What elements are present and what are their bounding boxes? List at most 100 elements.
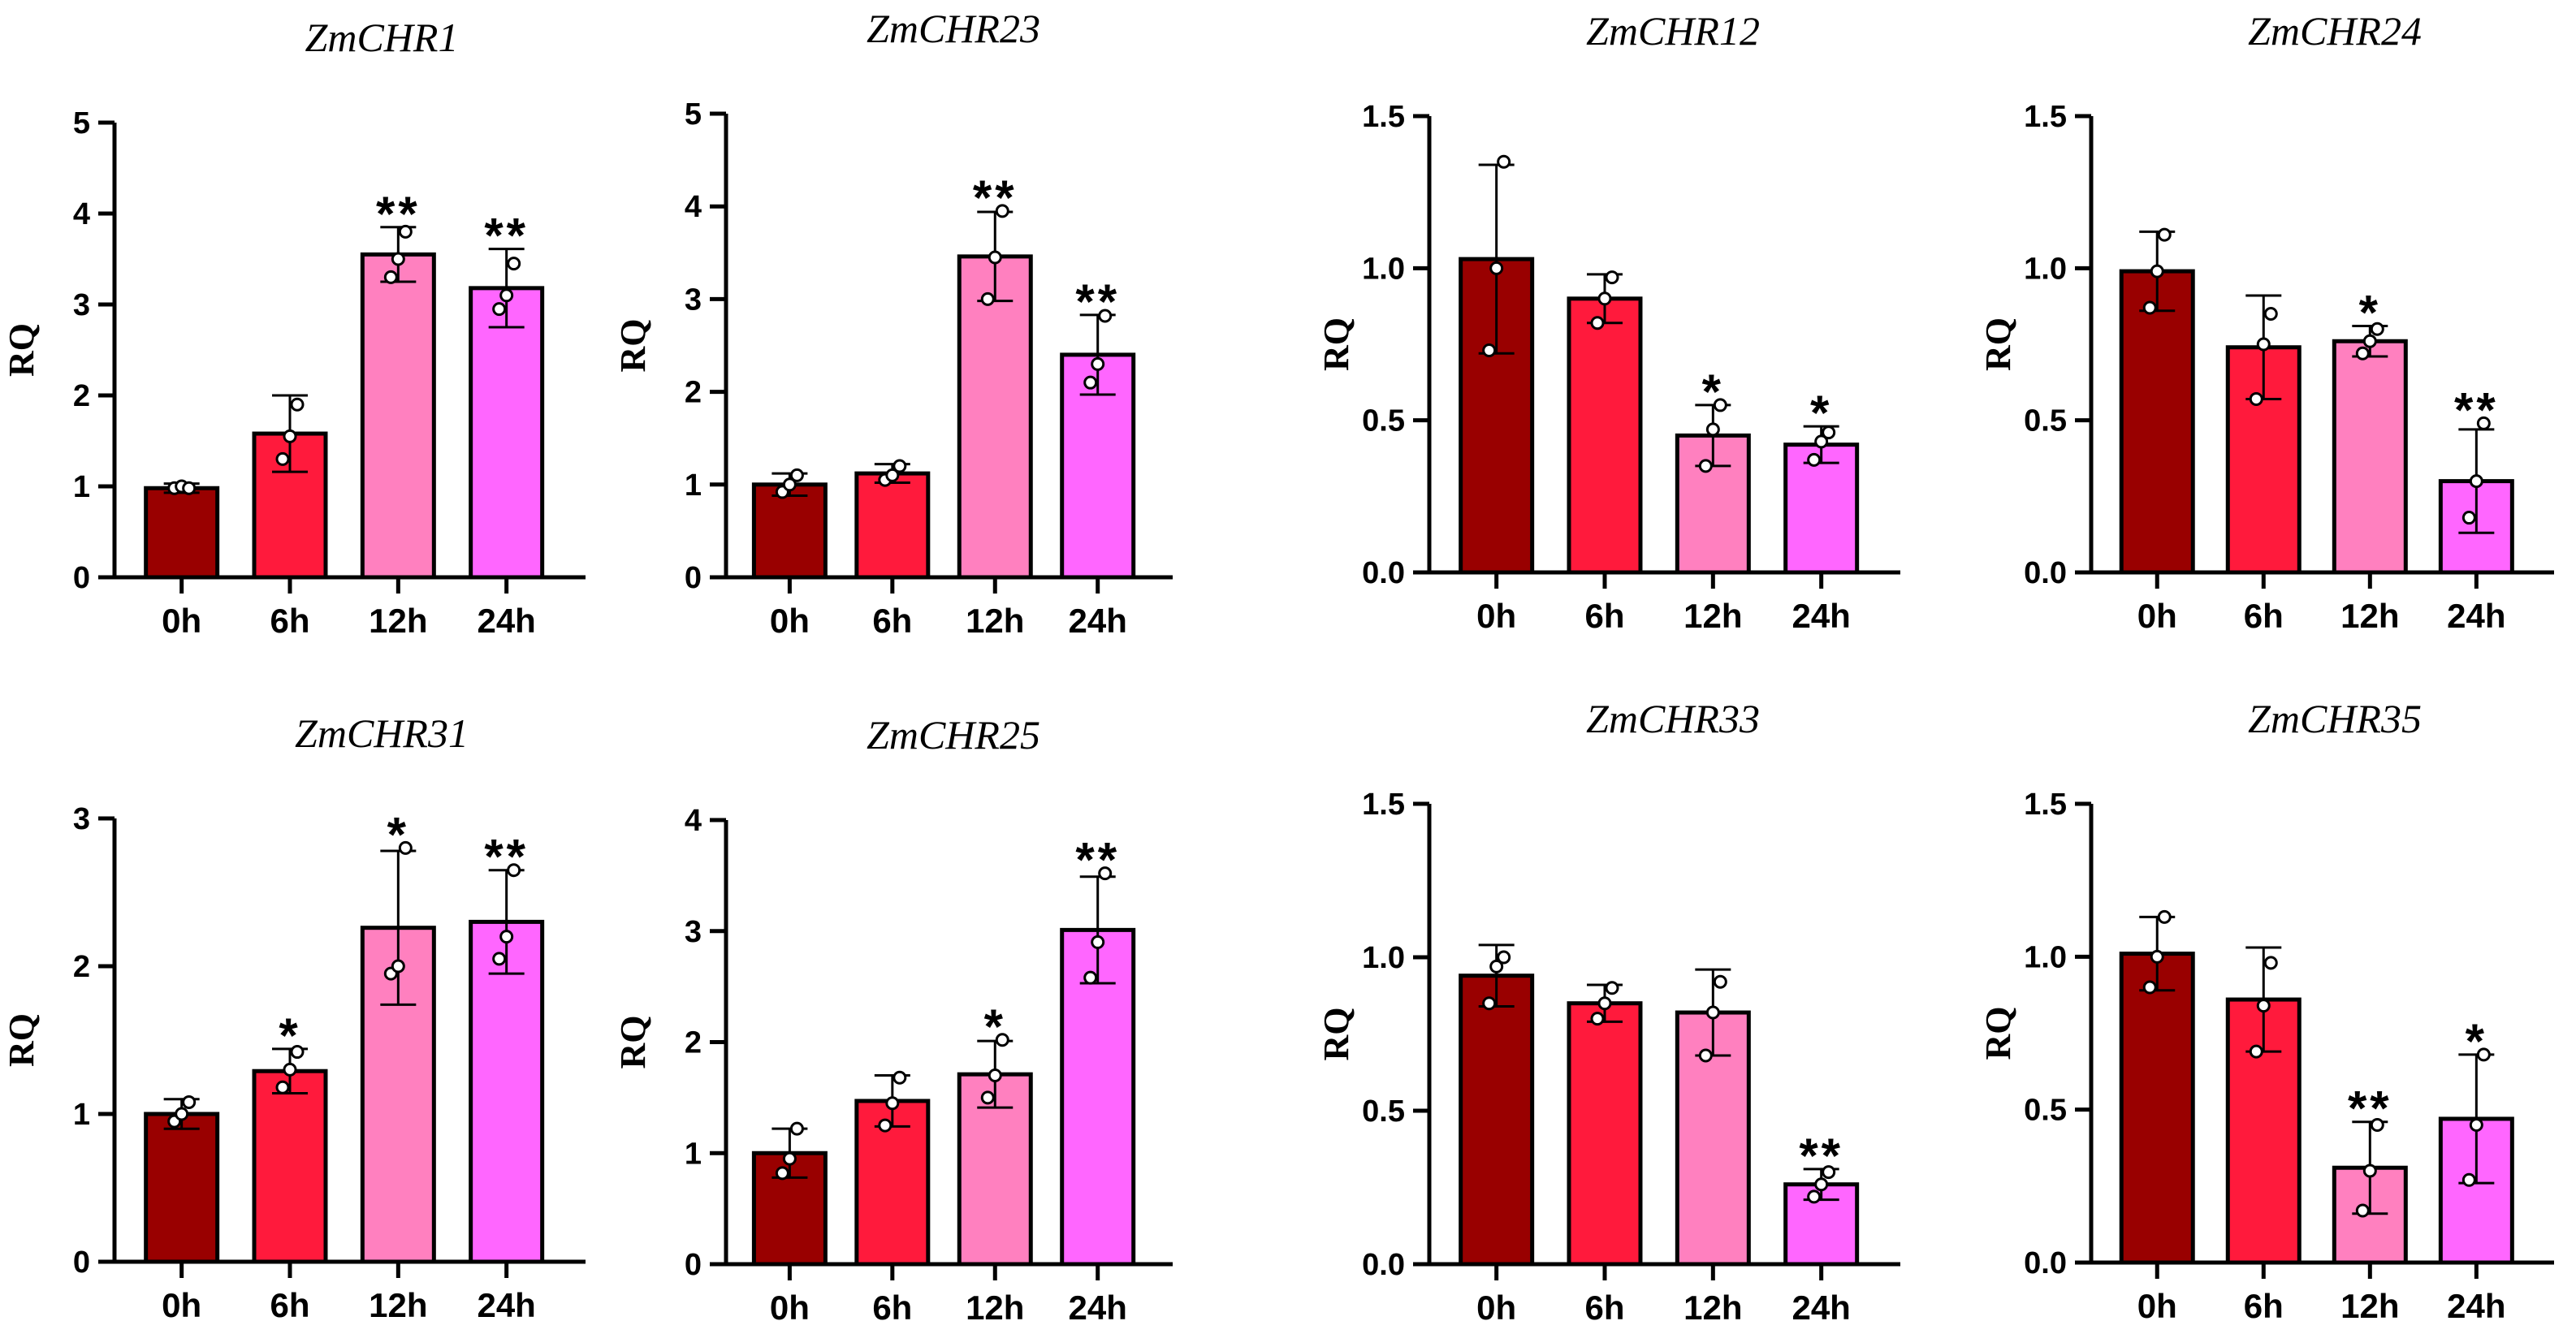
data-point-6h xyxy=(283,429,297,443)
y-tick-label: 1.0 xyxy=(2024,252,2067,286)
significance-12h: * xyxy=(2359,286,2381,340)
data-point-0h xyxy=(1482,996,1497,1011)
x-tick-label-0h: 0h xyxy=(770,602,810,640)
data-point-24h xyxy=(1098,309,1113,323)
data-point-6h xyxy=(2263,956,2278,970)
x-tick-label-6h: 6h xyxy=(270,1286,309,1324)
chart-title: ZmCHR1 xyxy=(305,15,459,60)
bar-0h xyxy=(1459,974,1535,1267)
bar-6h xyxy=(854,471,931,580)
data-point-12h xyxy=(980,291,995,306)
data-point-6h xyxy=(1597,291,1612,306)
significance-12h: * xyxy=(984,999,1006,1054)
x-tick-label-12h: 12h xyxy=(966,1289,1024,1327)
significance-24h: * xyxy=(2466,1014,2487,1068)
data-point-12h xyxy=(391,252,405,266)
bar-6h xyxy=(2225,345,2302,575)
data-point-12h xyxy=(980,1090,995,1105)
y-axis-label: RQ xyxy=(613,1016,653,1069)
bar-12h xyxy=(2332,339,2408,575)
bar-6h xyxy=(252,1068,328,1264)
chart-panel-ZmCHR31: ZmCHR31 RQ 0 1 2 3 0h 6h * 12h * 24h ** xyxy=(2,710,586,1324)
data-point-0h xyxy=(775,1166,789,1181)
data-point-0h xyxy=(789,1121,804,1136)
chart-title: ZmCHR12 xyxy=(1586,8,1760,54)
data-point-24h xyxy=(507,863,521,878)
data-point-0h xyxy=(182,481,197,495)
data-point-24h xyxy=(492,952,507,966)
data-point-12h xyxy=(1705,422,1720,437)
data-point-24h xyxy=(2469,1118,2483,1132)
data-point-24h xyxy=(1083,970,1098,985)
data-point-6h xyxy=(290,1045,305,1060)
x-tick-label-24h: 24h xyxy=(2447,1287,2505,1325)
data-point-6h xyxy=(2256,337,2271,352)
data-point-24h xyxy=(1091,935,1105,949)
bar-0h xyxy=(144,486,220,580)
data-point-0h xyxy=(2150,949,2164,964)
data-point-0h xyxy=(782,1151,797,1166)
chart-title: ZmCHR35 xyxy=(2248,696,2422,741)
x-tick-label-12h: 12h xyxy=(369,602,427,640)
data-point-0h xyxy=(2142,300,2157,315)
y-tick-label: 1.5 xyxy=(2024,100,2067,134)
data-point-0h xyxy=(2150,264,2164,278)
x-tick-label-6h: 6h xyxy=(2244,1287,2284,1325)
significance-6h: * xyxy=(279,1008,300,1063)
data-point-12h xyxy=(1713,398,1727,412)
data-point-12h xyxy=(1698,1048,1713,1063)
y-tick-label: 0 xyxy=(73,1245,90,1280)
significance-12h: ** xyxy=(376,187,421,241)
x-tick-label-6h: 6h xyxy=(1584,597,1624,635)
significance-24h: ** xyxy=(1075,274,1120,329)
x-tick-label-24h: 24h xyxy=(1069,1289,1127,1327)
y-tick-label: 3 xyxy=(73,288,90,322)
data-point-24h xyxy=(499,930,514,944)
x-tick-label-12h: 12h xyxy=(369,1286,427,1324)
data-point-12h xyxy=(383,270,398,284)
data-point-6h xyxy=(2263,307,2278,322)
x-tick-label-6h: 6h xyxy=(872,1289,912,1327)
chart-panel-ZmCHR24: ZmCHR24 RQ 0.0 0.5 1.0 1.5 0h 6h 12h * 24h ** xyxy=(1978,8,2554,635)
x-tick-label-12h: 12h xyxy=(2340,597,2399,635)
significance-24h: ** xyxy=(484,830,529,884)
data-point-24h xyxy=(1814,1177,1829,1192)
data-point-12h xyxy=(2355,346,2370,360)
x-tick-label-6h: 6h xyxy=(1584,1289,1624,1327)
y-tick-label: 0.5 xyxy=(1362,404,1405,438)
data-point-6h xyxy=(2249,391,2263,406)
data-point-12h xyxy=(398,840,413,855)
y-tick-label: 1 xyxy=(73,1098,90,1132)
data-point-24h xyxy=(2476,1047,2491,1062)
y-tick-label: 0.5 xyxy=(2024,404,2067,438)
data-point-0h xyxy=(1489,261,1504,275)
chart-panel-ZmCHR35: ZmCHR35 RQ 0.0 0.5 1.0 1.5 0h 6h 12h ** 24h * xyxy=(1978,696,2554,1325)
data-point-24h xyxy=(507,257,521,271)
data-point-24h xyxy=(2461,511,2476,525)
x-tick-label-12h: 12h xyxy=(966,602,1024,640)
y-tick-label: 0.0 xyxy=(1362,1248,1405,1282)
data-point-12h xyxy=(1713,974,1727,989)
data-point-6h xyxy=(1590,1012,1605,1026)
data-point-24h xyxy=(1822,1165,1836,1180)
data-point-6h xyxy=(275,451,290,466)
y-tick-label: 0.5 xyxy=(2024,1094,2067,1128)
x-tick-label-24h: 24h xyxy=(1069,602,1127,640)
y-axis-label: RQ xyxy=(1316,317,1356,371)
bar-6h xyxy=(1567,296,1643,575)
data-point-24h xyxy=(2469,474,2483,489)
data-point-6h xyxy=(1590,316,1605,330)
y-tick-label: 1.5 xyxy=(2024,788,2067,822)
data-point-24h xyxy=(2476,416,2491,430)
x-tick-label-24h: 24h xyxy=(477,1286,535,1324)
chart-title: ZmCHR33 xyxy=(1586,696,1760,741)
chart-panel-ZmCHR25: ZmCHR25 RQ 0 1 2 3 4 0h 6h 12h * 24h ** xyxy=(613,712,1173,1327)
data-point-6h xyxy=(878,1118,893,1133)
bar-0h xyxy=(751,482,828,580)
data-point-6h xyxy=(893,459,907,473)
chart-title: ZmCHR25 xyxy=(867,712,1040,758)
y-tick-label: 5 xyxy=(685,97,702,132)
data-point-24h xyxy=(1807,1189,1822,1204)
chart-title: ZmCHR24 xyxy=(2248,8,2422,54)
data-point-6h xyxy=(885,1096,900,1111)
